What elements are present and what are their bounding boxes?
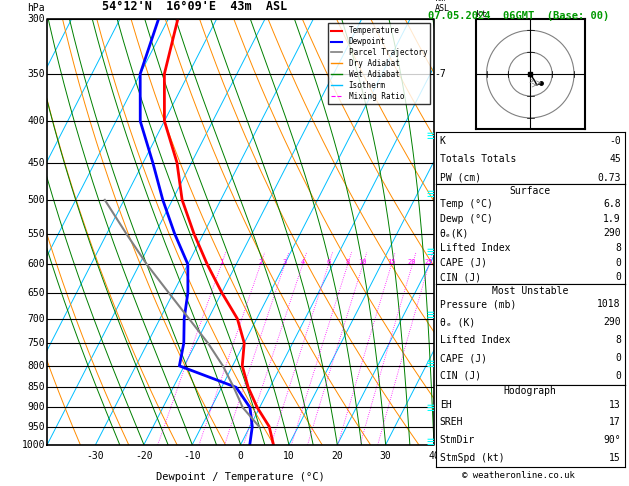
Text: 1: 1 bbox=[219, 259, 223, 265]
Text: PW (cm): PW (cm) bbox=[440, 173, 481, 183]
Text: 3: 3 bbox=[282, 259, 287, 265]
Text: ≡: ≡ bbox=[426, 188, 434, 201]
Text: Dewp (°C): Dewp (°C) bbox=[440, 213, 493, 224]
Text: -1: -1 bbox=[435, 412, 447, 422]
Text: 10: 10 bbox=[283, 451, 295, 461]
Text: 400: 400 bbox=[28, 116, 45, 126]
Text: Surface: Surface bbox=[509, 186, 551, 196]
Text: 15: 15 bbox=[609, 453, 621, 463]
Text: km
ASL: km ASL bbox=[435, 0, 450, 13]
Text: 0: 0 bbox=[615, 353, 621, 363]
Text: -20: -20 bbox=[135, 451, 153, 461]
Text: 0: 0 bbox=[615, 272, 621, 282]
Text: 8: 8 bbox=[345, 259, 350, 265]
Text: EH: EH bbox=[440, 399, 452, 410]
Text: hPa: hPa bbox=[28, 3, 45, 13]
Text: -6: -6 bbox=[435, 133, 447, 143]
Text: -0: -0 bbox=[609, 137, 621, 146]
Text: 700: 700 bbox=[28, 313, 45, 324]
Text: 600: 600 bbox=[28, 259, 45, 269]
Text: 07.05.2024  06GMT  (Base: 00): 07.05.2024 06GMT (Base: 00) bbox=[428, 11, 610, 21]
Text: Temp (°C): Temp (°C) bbox=[440, 199, 493, 209]
Text: 800: 800 bbox=[28, 361, 45, 371]
Legend: Temperature, Dewpoint, Parcel Trajectory, Dry Adiabat, Wet Adiabat, Isotherm, Mi: Temperature, Dewpoint, Parcel Trajectory… bbox=[328, 23, 430, 104]
Text: 6: 6 bbox=[326, 259, 331, 265]
Text: θₑ (K): θₑ (K) bbox=[440, 317, 475, 327]
Text: © weatheronline.co.uk: © weatheronline.co.uk bbox=[462, 471, 576, 480]
Text: 8: 8 bbox=[615, 243, 621, 253]
Text: 750: 750 bbox=[28, 338, 45, 348]
Text: 290: 290 bbox=[603, 317, 621, 327]
Text: 0: 0 bbox=[238, 451, 243, 461]
Text: ≡: ≡ bbox=[426, 358, 434, 371]
Text: -2: -2 bbox=[435, 365, 447, 375]
Text: 1018: 1018 bbox=[598, 299, 621, 310]
Text: 8: 8 bbox=[615, 335, 621, 345]
Text: -7: -7 bbox=[435, 69, 447, 79]
Text: ≡: ≡ bbox=[426, 310, 434, 322]
Text: 90°: 90° bbox=[603, 435, 621, 446]
Text: 450: 450 bbox=[28, 157, 45, 168]
Text: 1.9: 1.9 bbox=[603, 213, 621, 224]
Text: 4: 4 bbox=[300, 259, 304, 265]
Text: ≡: ≡ bbox=[426, 436, 434, 449]
Text: Totals Totals: Totals Totals bbox=[440, 155, 516, 164]
Text: 2: 2 bbox=[259, 259, 262, 265]
Text: StmSpd (kt): StmSpd (kt) bbox=[440, 453, 504, 463]
Text: CIN (J): CIN (J) bbox=[440, 371, 481, 381]
Text: Hodograph: Hodograph bbox=[504, 385, 557, 396]
Text: 900: 900 bbox=[28, 402, 45, 413]
Text: 10: 10 bbox=[359, 259, 367, 265]
Text: Mixing Ratio (g/kg): Mixing Ratio (g/kg) bbox=[491, 278, 501, 373]
Text: StmDir: StmDir bbox=[440, 435, 475, 446]
Text: 500: 500 bbox=[28, 195, 45, 205]
Text: 25: 25 bbox=[425, 259, 433, 265]
Text: 13: 13 bbox=[609, 399, 621, 410]
Text: 650: 650 bbox=[28, 288, 45, 297]
Text: 550: 550 bbox=[28, 228, 45, 239]
Text: Dewpoint / Temperature (°C): Dewpoint / Temperature (°C) bbox=[156, 472, 325, 482]
Text: -LCL: -LCL bbox=[435, 425, 459, 435]
Text: 30: 30 bbox=[380, 451, 391, 461]
Text: θₑ(K): θₑ(K) bbox=[440, 228, 469, 238]
Text: 40: 40 bbox=[428, 451, 440, 461]
Text: 290: 290 bbox=[603, 228, 621, 238]
Text: 0.73: 0.73 bbox=[598, 173, 621, 183]
Text: Pressure (mb): Pressure (mb) bbox=[440, 299, 516, 310]
Text: 300: 300 bbox=[28, 15, 45, 24]
Text: kt: kt bbox=[476, 10, 486, 19]
Text: -3: -3 bbox=[435, 313, 447, 324]
Text: SREH: SREH bbox=[440, 417, 463, 428]
Text: 6.8: 6.8 bbox=[603, 199, 621, 209]
Text: 850: 850 bbox=[28, 382, 45, 392]
Text: 20: 20 bbox=[331, 451, 343, 461]
Text: K: K bbox=[440, 137, 445, 146]
Text: -30: -30 bbox=[87, 451, 104, 461]
Text: ≡: ≡ bbox=[426, 130, 434, 142]
Text: 20: 20 bbox=[408, 259, 416, 265]
Text: 15: 15 bbox=[387, 259, 396, 265]
Text: 54°12'N  16°09'E  43m  ASL: 54°12'N 16°09'E 43m ASL bbox=[101, 0, 287, 13]
Text: -5: -5 bbox=[435, 195, 447, 205]
Text: 1000: 1000 bbox=[22, 440, 45, 450]
Text: -4: -4 bbox=[435, 256, 447, 266]
Text: Lifted Index: Lifted Index bbox=[440, 335, 510, 345]
Text: -10: -10 bbox=[184, 451, 201, 461]
Text: 950: 950 bbox=[28, 421, 45, 432]
Text: CAPE (J): CAPE (J) bbox=[440, 258, 487, 268]
Text: CIN (J): CIN (J) bbox=[440, 272, 481, 282]
Text: 0: 0 bbox=[615, 371, 621, 381]
Text: 17: 17 bbox=[609, 417, 621, 428]
Text: 45: 45 bbox=[609, 155, 621, 164]
Text: ≡: ≡ bbox=[426, 246, 434, 259]
Text: 350: 350 bbox=[28, 69, 45, 79]
Text: Most Unstable: Most Unstable bbox=[492, 286, 569, 296]
Text: Lifted Index: Lifted Index bbox=[440, 243, 510, 253]
Text: 0: 0 bbox=[615, 258, 621, 268]
Text: CAPE (J): CAPE (J) bbox=[440, 353, 487, 363]
Text: ≡: ≡ bbox=[426, 402, 434, 415]
